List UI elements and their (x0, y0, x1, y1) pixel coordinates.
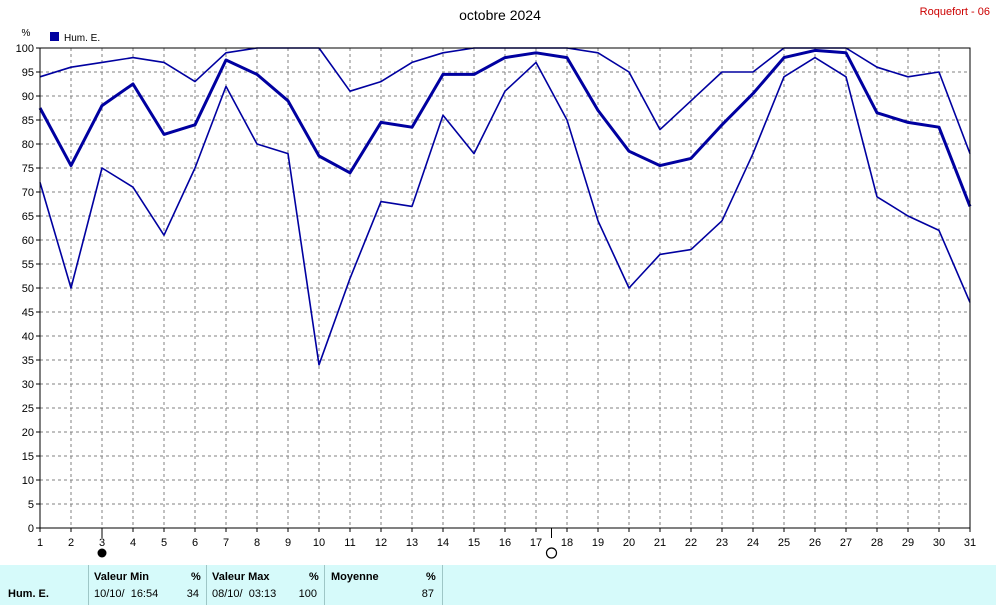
x-tick-label: 15 (468, 537, 480, 549)
max-header: Valeur Max (212, 571, 270, 583)
x-tick-label: 12 (375, 537, 387, 549)
min-when: 10/10/ 16:54 (94, 588, 159, 600)
x-tick-label: 2 (68, 537, 74, 549)
x-tick-label: 7 (223, 537, 229, 549)
grid (40, 48, 970, 528)
max-value: 100 (298, 588, 317, 600)
x-tick-label: 19 (592, 537, 604, 549)
x-tick-label: 28 (871, 537, 883, 549)
x-tick-label: 3 (99, 537, 105, 549)
y-tick-label: 25 (22, 403, 34, 415)
y-tick-label: 30 (22, 379, 34, 391)
y-tick-label: 60 (22, 235, 34, 247)
x-tick-label: 29 (902, 537, 914, 549)
series-line-max (39, 47, 971, 154)
new-moon-icon (97, 548, 107, 558)
x-tick-label: 10 (313, 537, 325, 549)
y-tick-label: 100 (16, 43, 34, 55)
stats-min-cell: Valeur Min % 10/10/ 16:54 34 (88, 565, 207, 605)
max-when: 08/10/ 03:13 (212, 588, 277, 600)
plot-frame (39, 47, 971, 529)
x-tick-label: 13 (406, 537, 418, 549)
stats-panel: Hum. E. Valeur Min % 10/10/ 16:54 34 Val… (0, 565, 996, 605)
x-tick-label: 22 (685, 537, 697, 549)
y-tick-label: 75 (22, 163, 34, 175)
stats-row-label: Hum. E. (8, 588, 49, 600)
station-name: Roquefort - 06 (920, 6, 990, 18)
y-tick-label: 45 (22, 307, 34, 319)
x-tick-label: 27 (840, 537, 852, 549)
mean-header: Moyenne (331, 571, 379, 583)
y-tick-label: 70 (22, 187, 34, 199)
y-tick-label: 40 (22, 331, 34, 343)
x-tick-label: 14 (437, 537, 449, 549)
legend-label: Hum. E. (64, 33, 100, 44)
mean-unit: % (426, 571, 436, 583)
y-tick-label: 10 (22, 475, 34, 487)
humidity-chart: octobre 2024 Roquefort - 06 % Hum. E. 0 5… (16, 6, 990, 559)
x-tick-label: 26 (809, 537, 821, 549)
y-tick-label: 20 (22, 427, 34, 439)
y-axis-unit: % (22, 28, 31, 39)
y-tick-label: 95 (22, 67, 34, 79)
y-tick-label: 90 (22, 91, 34, 103)
x-tick-label: 31 (964, 537, 976, 549)
stats-mean-cell: Moyenne % 87 (324, 565, 443, 605)
x-tick-label: 4 (130, 537, 136, 549)
legend-swatch (50, 32, 59, 41)
y-axis-ticks: 0 5 10 15 20 25 30 35 40 45 50 55 60 65 70 75 80 85 90 95 10… (16, 43, 40, 535)
y-tick-label: 65 (22, 211, 34, 223)
x-tick-label: 11 (344, 537, 355, 549)
moon-markers (97, 528, 558, 559)
max-unit: % (309, 571, 319, 583)
y-tick-label: 5 (28, 499, 34, 511)
min-unit: % (191, 571, 201, 583)
x-tick-label: 20 (623, 537, 635, 549)
y-tick-label: 15 (22, 451, 34, 463)
series-line-min (39, 56, 971, 366)
chart-title: octobre 2024 (459, 7, 541, 23)
x-axis-ticks: 1 2 3 4 5 6 7 8 9 10 11 12 13 14 15 16 17 18 19 20 21 22 23 24 2… (37, 528, 976, 549)
x-tick-label: 23 (716, 537, 728, 549)
y-tick-label: 85 (22, 115, 34, 127)
x-tick-label: 25 (778, 537, 790, 549)
stats-max-cell: Valeur Max % 08/10/ 03:13 100 (206, 565, 325, 605)
min-header: Valeur Min (94, 571, 150, 583)
y-tick-label: 0 (28, 523, 34, 535)
x-tick-label: 18 (561, 537, 573, 549)
full-moon-icon (545, 547, 558, 559)
series-line-mean (38, 48, 972, 207)
y-tick-label: 50 (22, 283, 34, 295)
x-tick-label: 1 (37, 537, 43, 549)
x-tick-label: 6 (192, 537, 198, 549)
y-tick-label: 55 (22, 259, 34, 271)
x-tick-label: 21 (654, 537, 666, 549)
x-tick-label: 5 (161, 537, 167, 549)
x-tick-label: 17 (530, 537, 542, 549)
x-tick-label: 9 (285, 537, 291, 549)
x-tick-label: 8 (254, 537, 260, 549)
x-tick-label: 16 (499, 537, 511, 549)
min-value: 34 (186, 588, 199, 600)
x-tick-label: 24 (747, 537, 759, 549)
x-tick-label: 30 (933, 537, 945, 549)
y-tick-label: 35 (22, 355, 34, 367)
y-tick-label: 80 (22, 139, 34, 151)
mean-value: 87 (421, 588, 434, 600)
